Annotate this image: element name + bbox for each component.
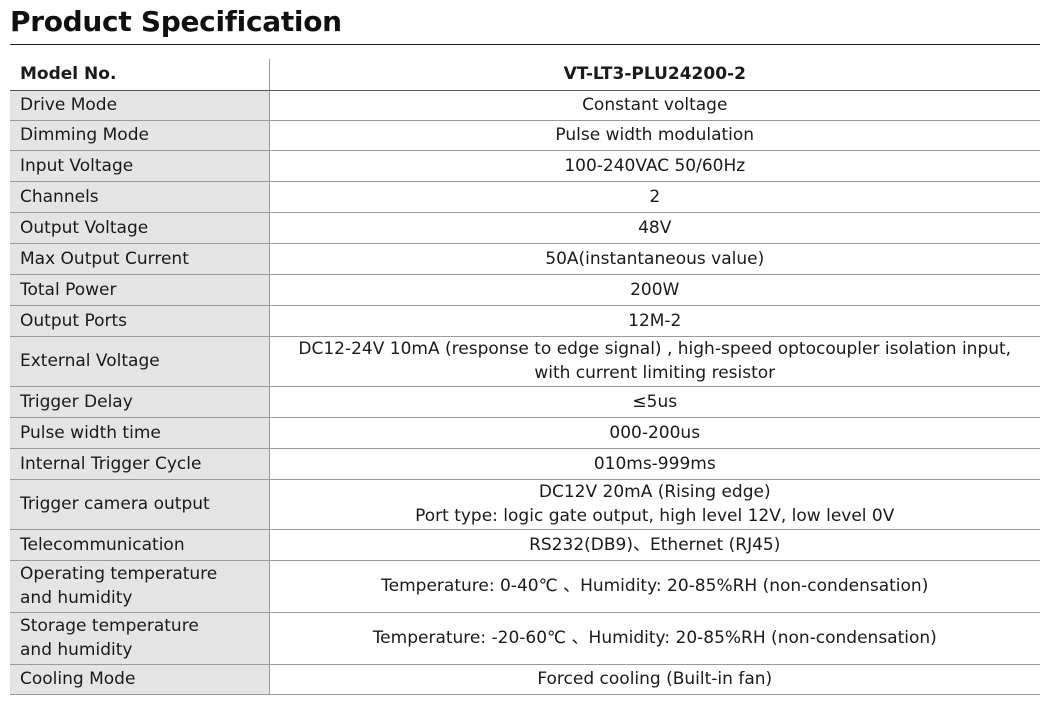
spec-label: Channels [10,181,270,213]
spec-sheet: Product Specification Model No. VT-LT3-P… [10,0,1040,695]
spec-value-line: Forced cooling (Built-in fan) [537,669,773,689]
spec-value: 12M-2 [269,305,1040,337]
spec-label: Input Voltage [10,150,270,182]
spec-label-line: Trigger camera output [20,494,210,514]
title-divider [10,44,1040,45]
spec-value: Temperature: -20-60℃ 、Humidity: 20-85%RH… [269,612,1040,665]
table-row: Dimming Mode Pulse width modulation [10,120,1040,151]
spec-label: Trigger Delay [10,386,270,418]
spec-value: Temperature: 0-40℃ 、Humidity: 20-85%RH (… [269,560,1040,613]
table-row: Pulse width time 000-200us [10,417,1040,449]
spec-value-line: Pulse width modulation [555,125,755,145]
spec-value-line: Port type: logic gate output, high level… [415,506,895,526]
spec-value-line: RS232(DB9)、Ethernet (RJ45) [529,534,781,555]
spec-table: Model No. VT-LT3-PLU24200-2 Drive Mode Co… [10,59,1040,695]
spec-value: ≤5us [269,386,1040,418]
spec-label-line: Output Ports [20,310,128,331]
spec-label-line: and humidity [20,640,133,660]
spec-value-line: ≤5us [632,391,678,412]
spec-label-line: Total Power [20,279,117,300]
spec-value-line: with current limiting resistor [534,363,776,383]
header-label: Model No. [10,59,270,91]
spec-label-line: Telecommunication [20,534,185,555]
spec-label-line: Input Voltage [20,155,134,176]
spec-label-line: External Voltage [20,351,160,371]
spec-label-line: Max Output Current [20,248,189,269]
spec-value-line: 010ms-999ms [593,453,716,474]
table-row: Trigger camera output DC12V 20mA (Rising … [10,479,1040,530]
table-row: Trigger Delay ≤5us [10,386,1040,418]
spec-label: Operating temperature and humidity [10,560,270,613]
spec-label: Pulse width time [10,417,270,449]
spec-label: Output Ports [10,305,270,337]
table-row: Input Voltage 100-240VAC 50/60Hz [10,150,1040,182]
spec-value-line: 12M-2 [628,310,682,331]
table-row: Total Power 200W [10,274,1040,306]
spec-value: RS232(DB9)、Ethernet (RJ45) [269,529,1040,561]
table-header-row: Model No. VT-LT3-PLU24200-2 [10,59,1040,91]
spec-value: Pulse width modulation [269,120,1040,151]
spec-value-line: Temperature: -20-60℃ 、Humidity: 20-85%RH… [372,628,937,648]
spec-value: 2 [269,181,1040,213]
header-value: VT-LT3-PLU24200-2 [269,59,1040,91]
spec-label: Max Output Current [10,243,270,275]
spec-label-line: Output Voltage [20,217,149,238]
table-row: Drive Mode Constant voltage [10,90,1040,121]
spec-value-line: 48V [638,217,672,238]
table-row: Storage temperature and humidity Temperatu… [10,612,1040,665]
spec-label-line: Channels [20,186,99,207]
spec-value-line: 2 [649,186,661,207]
spec-value: 48V [269,212,1040,244]
spec-value-line: Constant voltage [582,95,728,115]
spec-value: 010ms-999ms [269,448,1040,480]
table-row: Max Output Current 50A(instantaneous valu… [10,243,1040,275]
spec-value: Forced cooling (Built-in fan) [269,664,1040,695]
table-row: Channels 2 [10,181,1040,213]
spec-label-line: Pulse width time [20,422,161,443]
spec-value-line: Temperature: 0-40℃ 、Humidity: 20-85%RH (… [381,576,929,596]
table-row: Output Voltage 48V [10,212,1040,244]
spec-value: 50A(instantaneous value) [269,243,1040,275]
spec-label-line: Trigger Delay [20,391,133,412]
spec-label: Cooling Mode [10,664,270,695]
spec-value: 200W [269,274,1040,306]
spec-value-line: 200W [630,279,680,300]
table-row: Telecommunication RS232(DB9)、Ethernet (RJ… [10,529,1040,561]
spec-value-line: 100-240VAC 50/60Hz [564,155,746,176]
spec-label: External Voltage [10,336,270,387]
spec-value: DC12-24V 10mA (response to edge signal) … [269,336,1040,387]
spec-label: Storage temperature and humidity [10,612,270,665]
spec-label-line: Internal Trigger Cycle [20,453,202,474]
spec-value-line: DC12-24V 10mA (response to edge signal) … [298,339,1012,359]
spec-label-line: and humidity [20,588,133,608]
table-row: External Voltage DC12-24V 10mA (response … [10,336,1040,387]
spec-value-line: DC12V 20mA (Rising edge) [538,482,771,502]
spec-label: Output Voltage [10,212,270,244]
spec-label: Internal Trigger Cycle [10,448,270,480]
spec-value: DC12V 20mA (Rising edge) Port type: logic… [269,479,1040,530]
spec-label: Total Power [10,274,270,306]
spec-label-line: Operating temperature [20,564,218,584]
spec-label: Trigger camera output [10,479,270,530]
spec-label: Telecommunication [10,529,270,561]
spec-label-line: Drive Mode [20,95,118,115]
page-title: Product Specification [10,5,342,38]
table-row: Output Ports 12M-2 [10,305,1040,337]
spec-label: Drive Mode [10,90,270,121]
spec-value: Constant voltage [269,90,1040,121]
spec-value: 000-200us [269,417,1040,449]
spec-value: 100-240VAC 50/60Hz [269,150,1040,182]
table-row: Cooling Mode Forced cooling (Built-in fan… [10,664,1040,695]
spec-label-line: Dimming Mode [20,125,149,145]
spec-label-line: Storage temperature [20,616,199,636]
table-row: Operating temperature and humidity Tempera… [10,560,1040,613]
spec-value-line: 000-200us [609,422,701,443]
table-row: Internal Trigger Cycle 010ms-999ms [10,448,1040,480]
spec-label-line: Cooling Mode [20,669,136,689]
spec-value-line: 50A(instantaneous value) [545,248,765,269]
spec-label: Dimming Mode [10,120,270,151]
